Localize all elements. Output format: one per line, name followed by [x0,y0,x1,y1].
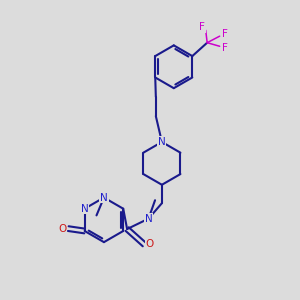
Text: F: F [222,43,228,53]
Text: F: F [199,22,205,32]
Text: F: F [222,29,228,39]
Text: N: N [100,193,108,202]
Text: O: O [146,239,154,249]
Text: N: N [81,204,88,214]
Text: O: O [58,224,67,234]
Text: N: N [145,214,152,224]
Text: N: N [158,137,166,147]
